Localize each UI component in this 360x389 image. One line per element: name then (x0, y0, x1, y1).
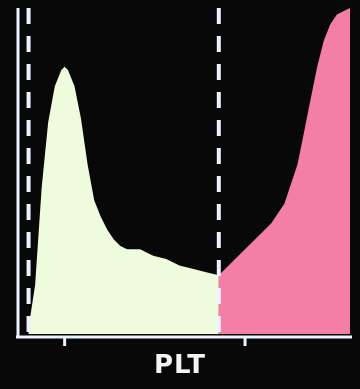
histogram-area-normal (28, 66, 219, 334)
x-axis-label: PLT (153, 350, 207, 380)
histogram-area-high (218, 8, 350, 334)
